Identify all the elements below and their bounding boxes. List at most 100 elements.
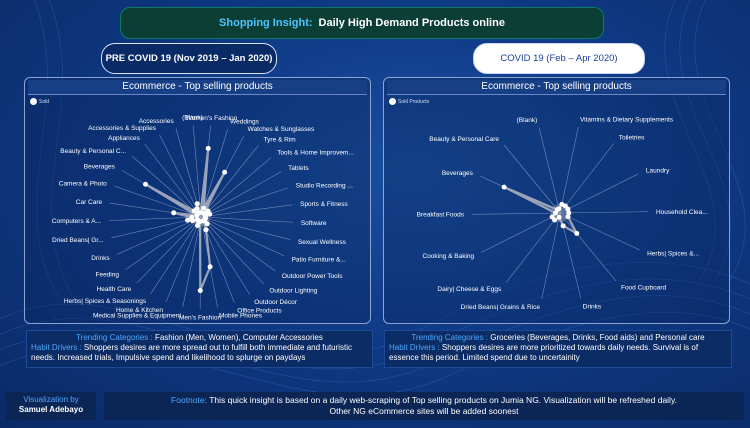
radar-point <box>207 211 213 217</box>
radar-axis-label: Beauty & Personal C... <box>60 148 126 155</box>
title-main: Daily High Demand Products online <box>318 17 505 29</box>
radar-axis-label: Food Cupboard <box>621 284 667 291</box>
chart-title: Ecommerce - Top selling products <box>28 80 367 95</box>
radar-spoke <box>559 211 648 214</box>
author-name: Samuel Adebayo <box>18 405 84 414</box>
covid-insight-box: Trending Categories : Groceries (Beverag… <box>384 330 732 368</box>
habit-row: Habit Drivers : Shoppers desires are mor… <box>31 343 368 363</box>
radar-spoke <box>200 216 265 285</box>
radar-axis-label: Watches & Sunglasses <box>248 126 315 133</box>
radar-axis-label: Herbs| Spices & Seasonings <box>64 298 147 305</box>
radar-axis-label: Vitamins & Dietary Supplements <box>580 116 674 123</box>
radar-axis-label: Beauty & Personal Care <box>429 136 499 143</box>
radar-spoke <box>125 216 202 270</box>
radar-axis-label: Drinks <box>583 304 602 311</box>
radar-spoke <box>503 144 561 214</box>
covid-chart-panel: Ecommerce - Top selling products Sold Pr… <box>383 77 730 324</box>
radar-point <box>201 205 207 211</box>
viz-label: Visualization by <box>23 395 79 404</box>
footnote-text: This quick insight is based on a daily w… <box>209 395 677 405</box>
radar-axis-label: Dairy| Cheese & Eggs <box>437 286 502 293</box>
radar-spoke <box>200 204 293 218</box>
radar-axis-label: Breakfast Foods <box>417 212 465 219</box>
chart-title: Ecommerce - Top selling products <box>387 80 726 95</box>
radar-axis-label: Toiletries <box>619 134 645 141</box>
radar-axis-label: Office Products <box>237 307 282 314</box>
legend-dot-icon <box>30 98 37 105</box>
radar-spoke <box>109 216 202 221</box>
radar-axis-label: Dried Beans| Gr... <box>52 237 104 244</box>
radar-spoke <box>200 157 272 218</box>
radar-point <box>205 145 211 151</box>
radar-axis-label: Tyre & Rim <box>264 136 296 143</box>
radar-series-line <box>144 147 226 292</box>
radar-axis-label: Men's Fashion <box>179 314 221 321</box>
radar-spoke <box>200 216 285 257</box>
radar-axis-label: Tablets <box>288 165 309 172</box>
radar-spoke <box>200 216 276 272</box>
radar-spoke <box>200 216 251 296</box>
footnote-text-2: Other NG eCommerce sites will be added s… <box>329 406 519 416</box>
radar-spoke <box>559 126 579 214</box>
radar-point <box>556 214 562 220</box>
radar-point <box>565 214 571 220</box>
habit-value: Shoppers desires are more spread out to … <box>31 343 353 362</box>
footnote: Footnote: This quick insight is based on… <box>104 392 744 420</box>
legend-label: Sold Products <box>398 98 430 105</box>
legend-dot-icon <box>389 98 396 105</box>
pre-covid-insight-box: Trending Categories : Fashion (Men, Wome… <box>26 330 373 368</box>
radar-spoke <box>559 212 640 251</box>
radar-axis-label: Outdoor Lighting <box>269 287 317 294</box>
radar-axis-label: Outdoor Décor <box>254 299 297 306</box>
radar-axis-label: Patio Furniture &... <box>292 257 346 264</box>
radar-axis-label: Software <box>301 220 327 227</box>
radar-spoke <box>538 127 561 214</box>
radar-axis-label: Feeding <box>95 272 119 279</box>
radar-axis-label: Camera & Photo <box>59 181 107 188</box>
chart-legend: Sold <box>30 98 49 105</box>
page-title: Shopping Insight: Daily High Demand Prod… <box>120 7 604 39</box>
radar-axis-label: Computers & A... <box>52 218 101 225</box>
radar-axis-label: Weddings <box>230 119 260 126</box>
radar-point <box>560 223 566 229</box>
radar-axis-label: Drinks <box>91 255 110 262</box>
radar-point <box>194 223 200 229</box>
radar-point <box>566 210 572 216</box>
radar-points <box>501 184 580 236</box>
radar-point <box>556 206 562 212</box>
pre-covid-period-button[interactable]: PRE COVID 19 (Nov 2019 – Jan 2020) <box>101 43 277 74</box>
radar-point <box>143 181 149 187</box>
radar-point <box>203 227 209 233</box>
radar-spoke <box>505 212 561 283</box>
radar-point <box>198 209 204 215</box>
chart-legend: Sold Products <box>389 98 429 105</box>
radar-spoke <box>200 187 289 218</box>
radar-axis-label: Dried Beans| Grains & Rice <box>461 304 541 311</box>
radar-point <box>189 214 195 220</box>
radar-spoke <box>131 155 202 218</box>
radar-axis-label: (Blank) <box>182 115 203 122</box>
radar-spoke <box>200 128 229 218</box>
radar-axis-label: Mobile Phones <box>219 313 263 320</box>
radar-spoke <box>159 134 202 218</box>
habit-label: Habit Drivers : <box>389 343 440 352</box>
radar-labels: Vitamins & Dietary Supplements Toiletries… <box>417 116 708 311</box>
radar-spoke <box>559 173 639 214</box>
radar-spoke <box>150 216 202 295</box>
radar-spoke <box>541 212 561 300</box>
radar-point <box>501 184 507 190</box>
radar-axis-label: Beverages <box>84 163 116 170</box>
habit-label: Habit Drivers : <box>31 343 82 352</box>
radar-point <box>565 206 571 212</box>
radar-axis-label: Accessories & Supplies <box>88 125 157 132</box>
covid-period-button[interactable]: COVID 19 (Feb – Apr 2020) <box>473 43 645 74</box>
radar-axis-label: Accessories <box>139 118 175 125</box>
radar-point <box>549 214 555 220</box>
radar-axis-label: Sports & Fitness <box>300 201 348 208</box>
radar-axis-label: Household Clea... <box>656 209 708 216</box>
radar-axis-label: Beverages <box>442 170 474 177</box>
radar-point <box>207 264 213 270</box>
radar-axis-label: (Blank) <box>517 117 538 124</box>
